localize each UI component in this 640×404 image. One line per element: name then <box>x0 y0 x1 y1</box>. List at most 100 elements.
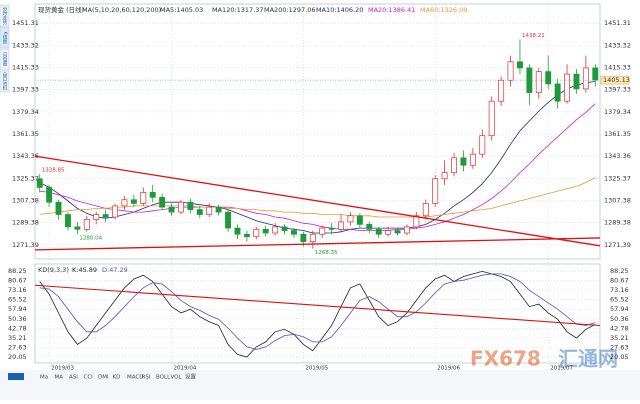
y2-tick-label: 1415.33 <box>604 64 631 72</box>
price-annotation: 1280.04 <box>79 236 102 242</box>
sidebar-tab <box>0 70 10 93</box>
kd-legend-entry: K:45.89 <box>72 266 97 274</box>
candle-body <box>564 73 570 102</box>
candle-body <box>413 215 420 228</box>
ma-label: MA200:1297.06 <box>264 6 316 14</box>
toolbar-item[interactable]: MACD <box>127 375 144 381</box>
candle-body <box>460 157 467 166</box>
candle-body <box>149 192 156 198</box>
x-tick-label: 2019/06 <box>437 366 460 372</box>
kd-tick-label: 80.67 <box>8 277 27 285</box>
candle-body <box>159 196 166 208</box>
toolbar-item[interactable]: DMI <box>98 375 109 381</box>
toolbar-item[interactable]: RSI <box>142 375 151 381</box>
candle-body <box>55 201 62 215</box>
kd-tick-label: 35.21 <box>8 334 27 342</box>
candle-body <box>253 228 260 238</box>
line <box>39 270 596 358</box>
toolbar-item[interactable]: Ma <box>40 375 48 381</box>
toolbar-item[interactable]: CCI <box>84 375 94 381</box>
y-tick-label: 1433.32 <box>12 41 39 49</box>
kd-tick-label-right: 73.16 <box>610 286 629 294</box>
toolbar-item[interactable]: VOL <box>171 375 183 381</box>
sidebar-label: 盘口资料 <box>2 71 7 92</box>
candle-body <box>300 233 307 242</box>
y2-tick-label: 1379.34 <box>604 108 631 116</box>
candle-body <box>441 172 448 180</box>
y2-tick-label: 1397.33 <box>604 86 631 94</box>
candle-body <box>488 100 495 137</box>
toolbar-marker <box>8 373 24 380</box>
kd-tick-label: 88.25 <box>8 267 27 275</box>
toolbar-item[interactable]: BOLL <box>156 375 171 381</box>
kd-tick-label: 73.16 <box>8 286 27 294</box>
kd-tick-label: 20.05 <box>8 353 27 361</box>
ma-label: MA5:1405.03 <box>160 6 203 14</box>
candle-body <box>83 219 90 230</box>
candle-body <box>281 226 288 231</box>
y-tick-label: 1415.33 <box>12 64 39 72</box>
price-annotation: 1268.35 <box>315 250 338 256</box>
x-tick-label: 2019/04 <box>174 366 197 372</box>
legend-entry: MA60:1326.09 <box>420 6 467 14</box>
candle-body <box>366 224 373 230</box>
sidebar-label: K线图 <box>2 32 8 45</box>
line <box>39 103 596 231</box>
toolbar-item[interactable]: MA <box>55 375 64 381</box>
chart-title: 现货黄金 (日线) <box>38 5 84 14</box>
ma-label: MA120:1317.37 <box>212 6 264 14</box>
candle-body <box>479 135 486 155</box>
y-tick-label: 1361.35 <box>12 130 39 138</box>
candle-body <box>291 230 297 235</box>
price-frame <box>34 3 601 260</box>
y2-tick-label: 1361.35 <box>604 130 631 138</box>
y-tick-label: 1289.38 <box>12 219 39 227</box>
candle-body <box>422 203 429 217</box>
kd-tick-label: 65.52 <box>8 296 27 304</box>
toolbar-item[interactable]: ASI <box>69 375 78 381</box>
candle-body <box>140 192 147 204</box>
candle-body <box>168 206 175 213</box>
ma-params: MA(5,10,20,60,120,200) <box>82 6 161 14</box>
candle-body <box>554 83 561 102</box>
candle-body <box>74 226 81 230</box>
candle-body <box>517 61 523 69</box>
trendline <box>34 237 601 251</box>
candle-body <box>385 230 392 235</box>
x-tick-label: 2019/03 <box>51 366 74 372</box>
sidebar-label: 分时走势 <box>2 5 7 26</box>
y2-tick-label: 1433.32 <box>604 41 631 49</box>
candle-body <box>130 199 137 204</box>
y2-tick-label: 1343.36 <box>604 152 631 160</box>
kd-tick-label-right: 88.25 <box>610 267 629 275</box>
candle-body <box>507 61 514 81</box>
candle-body <box>338 221 344 230</box>
last-price-label: 1405.13 <box>603 76 630 84</box>
kd-tick-label-right: 42.78 <box>610 324 629 332</box>
candle-body <box>178 201 184 213</box>
candle-body <box>243 233 250 238</box>
candle-body <box>93 214 100 220</box>
kd-tick-label-right: 20.05 <box>610 353 629 361</box>
candle-body <box>112 205 118 218</box>
y-tick-label: 1325.37 <box>12 174 39 182</box>
sidebar-tab <box>0 48 10 71</box>
candle-body <box>319 227 326 235</box>
candle-body <box>451 157 457 173</box>
toolbar-item[interactable]: KD <box>113 375 121 381</box>
kd-legend-entry: D:47.29 <box>102 266 128 274</box>
y-tick-label: 1397.33 <box>12 86 39 94</box>
candle-body <box>498 79 505 102</box>
toolbar-item[interactable]: 设置 <box>185 373 197 381</box>
price-annotation: 1438.21 <box>522 33 545 39</box>
kd-tick-label: 42.78 <box>8 324 27 332</box>
sidebar-tab <box>0 26 10 49</box>
y-tick-label: 1379.34 <box>12 108 39 116</box>
price-annotation: 1328.85 <box>42 168 65 174</box>
candle-body <box>102 214 109 218</box>
candle-body <box>526 67 533 93</box>
x-tick-label: 2019/05 <box>305 366 328 372</box>
trendline <box>34 155 601 247</box>
candle-body <box>234 227 241 235</box>
